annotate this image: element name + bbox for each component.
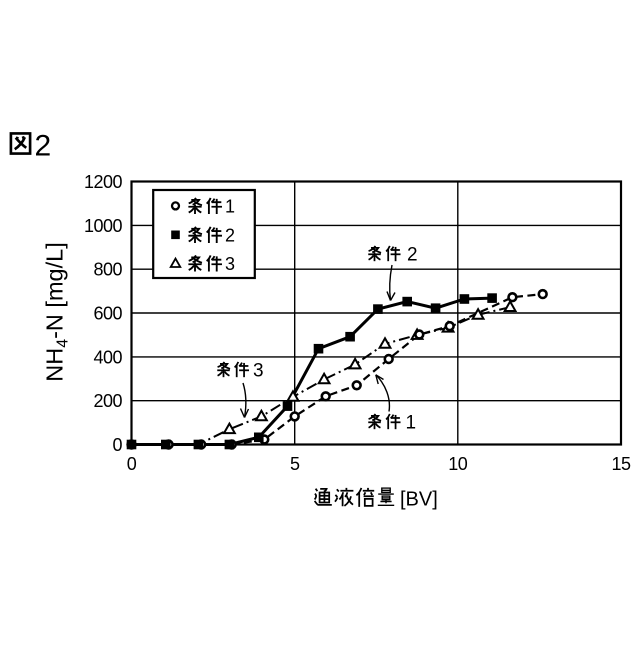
svg-text:800: 800 xyxy=(93,260,122,280)
svg-text:5: 5 xyxy=(290,454,300,474)
svg-text:600: 600 xyxy=(93,304,122,324)
svg-text:[BV]: [BV] xyxy=(400,488,438,510)
svg-text:15: 15 xyxy=(611,454,631,474)
svg-text:400: 400 xyxy=(93,347,122,367)
svg-text:0: 0 xyxy=(112,435,122,455)
svg-text:1200: 1200 xyxy=(84,172,123,192)
svg-text:2: 2 xyxy=(225,225,235,245)
svg-text:2: 2 xyxy=(407,245,418,266)
svg-text:0: 0 xyxy=(127,454,137,474)
svg-text:1000: 1000 xyxy=(84,216,123,236)
svg-text:3: 3 xyxy=(253,361,264,382)
svg-text:2: 2 xyxy=(35,130,52,163)
svg-text:1: 1 xyxy=(406,413,417,434)
svg-text:1: 1 xyxy=(225,196,235,216)
svg-text:10: 10 xyxy=(448,454,468,474)
svg-text:200: 200 xyxy=(93,391,122,411)
svg-text:NH4-N [mg/L]: NH4-N [mg/L] xyxy=(42,242,72,382)
svg-text:3: 3 xyxy=(225,254,235,274)
